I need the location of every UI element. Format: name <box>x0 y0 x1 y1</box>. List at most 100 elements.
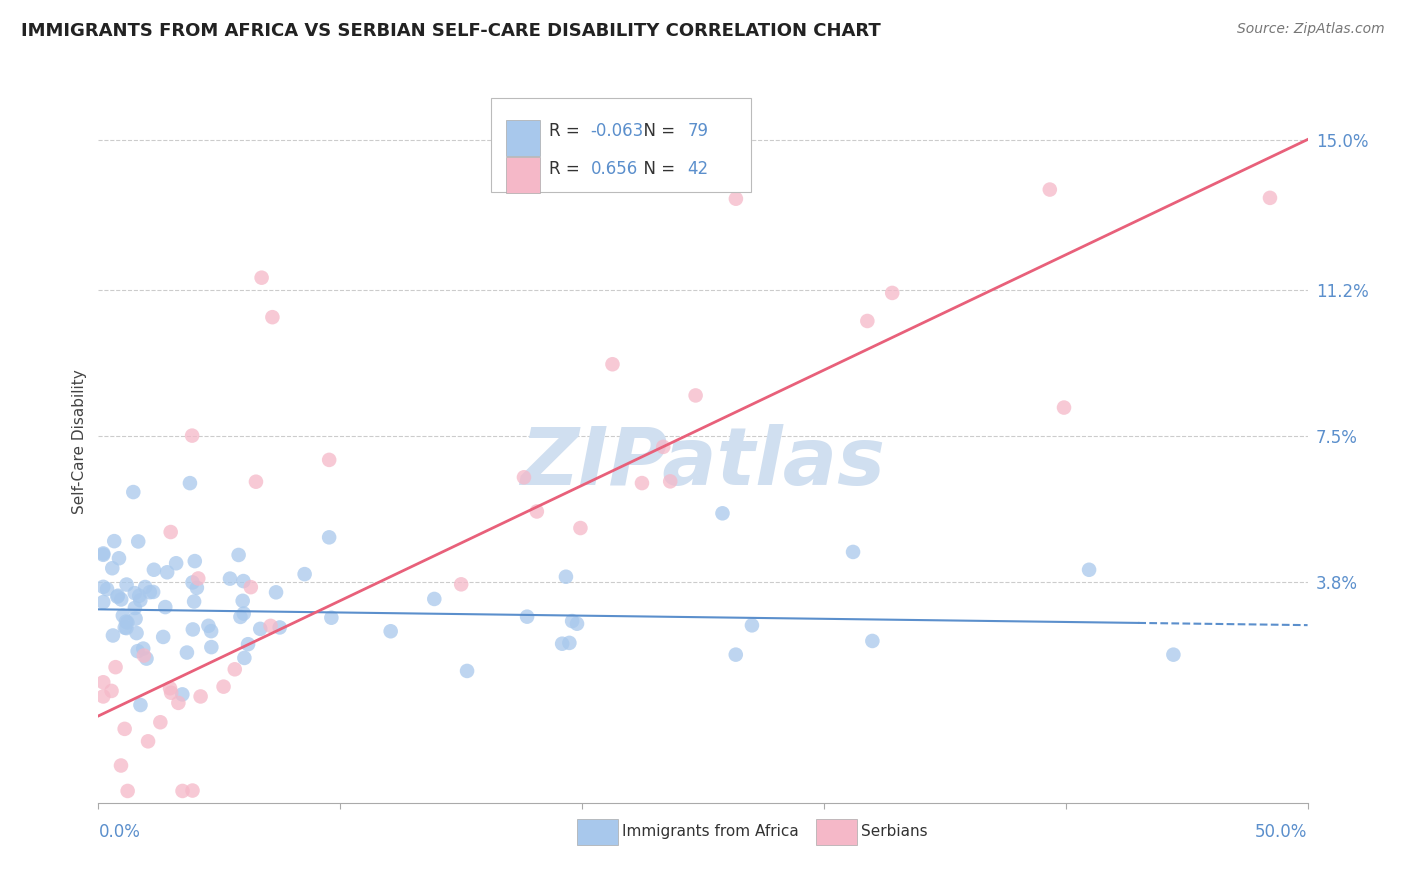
Point <box>101 561 124 575</box>
Point <box>136 734 159 748</box>
Text: R =: R = <box>550 122 585 140</box>
Point <box>249 622 271 636</box>
Point <box>224 662 246 676</box>
Point <box>155 600 177 615</box>
Point <box>558 636 581 650</box>
Point <box>219 572 242 586</box>
Point <box>318 530 340 544</box>
Point <box>259 619 281 633</box>
Point <box>741 618 763 632</box>
FancyBboxPatch shape <box>815 819 858 845</box>
Point <box>115 621 138 635</box>
Point <box>156 566 179 580</box>
Point <box>1078 563 1101 577</box>
Text: 42: 42 <box>688 160 709 178</box>
Point <box>233 651 256 665</box>
Point <box>602 357 624 371</box>
Point <box>167 696 190 710</box>
Point <box>264 585 287 599</box>
Point <box>856 314 879 328</box>
Point <box>103 534 125 549</box>
Point <box>179 476 201 491</box>
Point <box>526 504 548 518</box>
Point <box>450 577 472 591</box>
Point <box>149 715 172 730</box>
Point <box>165 556 187 570</box>
Point <box>134 580 156 594</box>
Point <box>117 784 139 798</box>
FancyBboxPatch shape <box>506 157 540 194</box>
Point <box>139 585 162 599</box>
Point <box>122 485 145 500</box>
Point <box>91 595 114 609</box>
Point <box>711 506 734 520</box>
Point <box>152 630 174 644</box>
Point <box>91 675 114 690</box>
Point <box>172 687 194 701</box>
Point <box>110 592 132 607</box>
Point <box>129 593 152 607</box>
Point <box>127 644 149 658</box>
Point <box>513 470 536 484</box>
Point <box>100 684 122 698</box>
Point <box>228 548 250 562</box>
Point <box>172 784 194 798</box>
Point <box>105 590 128 604</box>
Point <box>114 722 136 736</box>
Point <box>111 608 134 623</box>
Point <box>229 610 252 624</box>
Point <box>186 581 208 595</box>
Point <box>197 619 219 633</box>
Point <box>236 637 259 651</box>
Point <box>262 310 284 325</box>
Point <box>127 534 149 549</box>
Point <box>1163 648 1185 662</box>
Text: N =: N = <box>633 122 681 140</box>
Point <box>232 574 254 588</box>
Point <box>565 616 588 631</box>
Point <box>561 614 583 628</box>
Point <box>107 589 129 603</box>
Point <box>659 475 682 489</box>
Point <box>516 609 538 624</box>
Point <box>160 686 183 700</box>
Point <box>212 680 235 694</box>
Point <box>159 524 181 539</box>
Point <box>380 624 402 639</box>
Point <box>652 440 675 454</box>
Point <box>1039 183 1062 197</box>
Point <box>124 586 146 600</box>
Point <box>132 648 155 663</box>
Point <box>250 270 273 285</box>
Text: 0.0%: 0.0% <box>98 822 141 840</box>
Point <box>128 589 150 603</box>
Text: Serbians: Serbians <box>860 824 928 838</box>
Point <box>124 601 146 615</box>
Point <box>132 641 155 656</box>
Point <box>882 285 904 300</box>
Point <box>294 567 316 582</box>
Point <box>125 626 148 640</box>
Point <box>91 546 114 560</box>
Point <box>555 570 578 584</box>
Point <box>159 681 181 696</box>
Text: -0.063: -0.063 <box>591 122 644 140</box>
Text: Immigrants from Africa: Immigrants from Africa <box>621 824 799 838</box>
Point <box>114 621 136 635</box>
Point <box>142 585 165 599</box>
Text: R =: R = <box>550 160 585 178</box>
Point <box>318 453 340 467</box>
Point <box>117 615 139 630</box>
Point <box>860 634 883 648</box>
Text: 50.0%: 50.0% <box>1256 822 1308 840</box>
Point <box>115 577 138 591</box>
Point <box>187 571 209 585</box>
Point <box>1053 401 1076 415</box>
Point <box>724 192 747 206</box>
Point <box>129 698 152 712</box>
Point <box>1258 191 1281 205</box>
Point <box>142 563 165 577</box>
Point <box>101 628 124 642</box>
Point <box>724 648 747 662</box>
FancyBboxPatch shape <box>506 120 540 156</box>
